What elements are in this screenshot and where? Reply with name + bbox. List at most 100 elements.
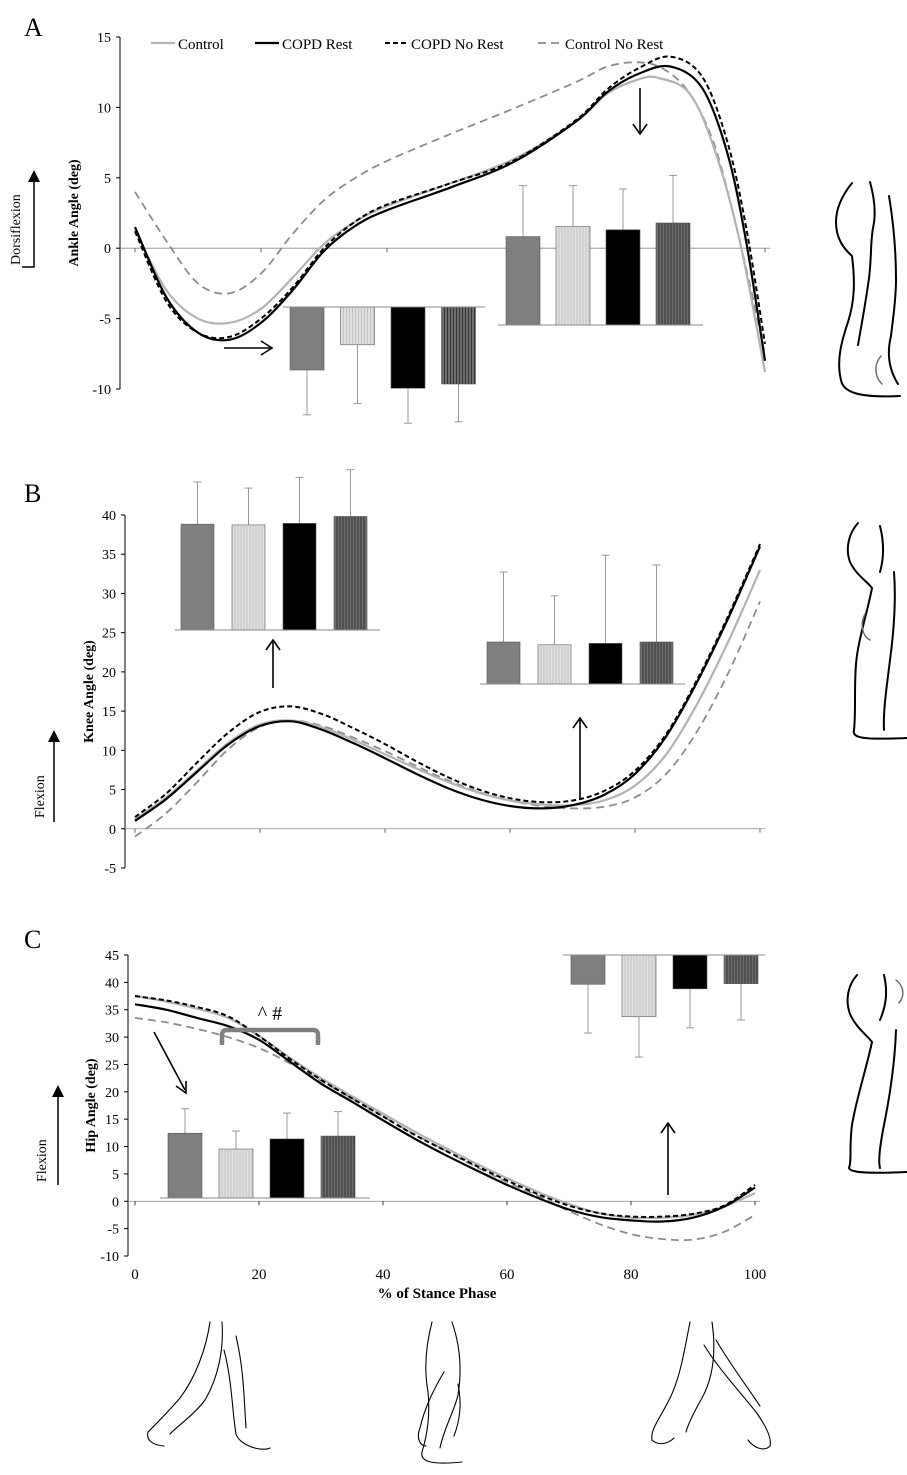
legend-label-copd-rest: COPD Rest bbox=[282, 37, 353, 53]
knee-leg-outline bbox=[846, 522, 907, 740]
knee-peak-arrow-icon bbox=[265, 638, 281, 688]
y-tick-label: 5 bbox=[109, 784, 116, 799]
series-line-copd-no-rest bbox=[134, 543, 761, 818]
knee-flexion-arrowhead-icon bbox=[48, 730, 60, 742]
inset-bar bbox=[486, 641, 521, 685]
y-tick-label: 35 bbox=[105, 1004, 119, 1019]
series-line-control-no-rest bbox=[134, 600, 761, 838]
hip-flexion-label: Flexion bbox=[35, 1139, 50, 1182]
inset-bar-chart bbox=[160, 1108, 370, 1199]
inset-bar bbox=[269, 1138, 305, 1199]
knee-leg-front-line bbox=[882, 571, 896, 731]
y-tick-label: 35 bbox=[102, 548, 116, 563]
inset-bar bbox=[289, 306, 325, 371]
ankle-leg-front-line bbox=[887, 195, 899, 385]
inset-bar-chart bbox=[480, 554, 685, 685]
y-tick-label: -5 bbox=[107, 1223, 119, 1238]
y-tick-label: 0 bbox=[112, 1195, 119, 1210]
pointer-arrows bbox=[153, 88, 676, 1195]
inset-bar bbox=[672, 954, 708, 990]
y-tick-label: 0 bbox=[109, 823, 116, 838]
series-line-copd-no-rest bbox=[134, 55, 766, 345]
y-tick-label: 30 bbox=[102, 587, 116, 602]
inset-bar bbox=[570, 954, 606, 985]
dorsiflexion-arrowhead-icon bbox=[28, 170, 40, 182]
hip-flexion-indicator: Flexion bbox=[35, 1085, 64, 1185]
inset-bar-chart bbox=[563, 954, 765, 1058]
gait-phase-sketch-initial-contact bbox=[147, 1321, 271, 1450]
y-tick-label: 40 bbox=[102, 509, 116, 524]
y-tick-label: 10 bbox=[97, 101, 111, 116]
knee-flexion-indicator: Flexion bbox=[33, 730, 60, 822]
inset-bar-chart bbox=[283, 306, 485, 424]
ankle-leg-outline bbox=[835, 182, 901, 398]
y-tick-label: 10 bbox=[102, 744, 116, 759]
inset-bar-chart bbox=[498, 174, 703, 326]
y-tick-label: 10 bbox=[105, 1141, 119, 1156]
inset-bar bbox=[167, 1132, 203, 1199]
y-axis-label: Knee Angle (deg) bbox=[82, 640, 97, 743]
series-line-copd-rest bbox=[134, 545, 762, 822]
inset-bar bbox=[639, 641, 674, 685]
x-tick-label: 0 bbox=[131, 1267, 139, 1283]
series-line-control-no-rest bbox=[134, 1017, 756, 1242]
knee-min-arrow-icon bbox=[572, 716, 588, 800]
inset-bar bbox=[537, 644, 572, 685]
knee-leg-inner-line bbox=[879, 525, 884, 573]
ankle-rotation-arc-icon bbox=[875, 355, 883, 385]
x-axis-label: % of Stance Phase bbox=[378, 1286, 497, 1302]
y-tick-label: 15 bbox=[102, 705, 116, 720]
hip-min-arrow-icon bbox=[660, 1121, 676, 1195]
inset-bar bbox=[441, 306, 476, 385]
y-tick-label: -5 bbox=[99, 313, 111, 328]
x-tick-label: 20 bbox=[252, 1267, 267, 1283]
series-line-control bbox=[134, 569, 762, 821]
inset-bar bbox=[605, 229, 641, 326]
inset-bar bbox=[231, 524, 266, 631]
inset-bar bbox=[340, 306, 375, 346]
hip-leg-outline bbox=[846, 974, 907, 1174]
series-line-copd-no-rest bbox=[134, 995, 756, 1218]
legend: Control COPD Rest COPD No Rest Control N… bbox=[151, 37, 664, 53]
y-tick-label: 5 bbox=[104, 172, 111, 187]
y-tick-label: 30 bbox=[105, 1031, 119, 1046]
ankle-min-arrow-icon bbox=[224, 340, 274, 356]
knee-rotation-arc-icon bbox=[861, 613, 871, 641]
y-tick-label: -5 bbox=[104, 862, 116, 877]
x-tick-label: 100 bbox=[744, 1267, 767, 1283]
hip-leg-inner-line bbox=[879, 974, 888, 1021]
inset-bar bbox=[282, 523, 317, 631]
significance-annotation: ^ # bbox=[258, 1003, 282, 1025]
y-tick-label: 45 bbox=[105, 949, 119, 964]
hip-leg-diagram bbox=[846, 974, 907, 1174]
inset-bar bbox=[180, 523, 215, 631]
series-line-control bbox=[134, 994, 756, 1220]
y-tick-label: 15 bbox=[105, 1113, 119, 1128]
gait-phase-sketch-midstance bbox=[417, 1321, 463, 1464]
knee-angle-chart: -5 0 5 10 15 20 25 30 35 40 Knee Angle (deg) bbox=[82, 469, 765, 877]
y-tick-label: 25 bbox=[105, 1058, 119, 1073]
dorsiflexion-indicator: Dorsiflexion bbox=[9, 170, 40, 268]
gait-phase-sketch-toe-off bbox=[651, 1321, 771, 1450]
y-tick-label: 5 bbox=[112, 1168, 119, 1183]
panel-letter-b: B bbox=[24, 479, 41, 508]
inset-bar bbox=[218, 1148, 254, 1199]
y-tick-label: 15 bbox=[97, 31, 111, 46]
dorsiflexion-label: Dorsiflexion bbox=[9, 194, 24, 265]
panel-letter-c: C bbox=[24, 925, 41, 954]
inset-bar bbox=[555, 226, 591, 326]
y-tick-label: -10 bbox=[92, 383, 111, 398]
inset-bar bbox=[505, 236, 541, 326]
inset-bar-chart bbox=[175, 469, 380, 631]
knee-leg-diagram bbox=[846, 522, 907, 740]
legend-label-copd-no-rest: COPD No Rest bbox=[411, 37, 504, 53]
y-tick-label: 40 bbox=[105, 976, 119, 991]
hip-angle-chart: -10 -5 0 5 10 15 20 25 30 35 40 45 Hip Angle (deg) 0 2… bbox=[84, 949, 766, 1283]
knee-flexion-label: Flexion bbox=[33, 775, 48, 818]
inset-bar bbox=[723, 954, 759, 984]
y-axis-label: Ankle Angle (deg) bbox=[67, 159, 82, 267]
hip-initial-arrow-icon bbox=[153, 1031, 187, 1095]
y-tick-label: -10 bbox=[100, 1250, 119, 1265]
ankle-leg-inner-line bbox=[857, 181, 876, 346]
